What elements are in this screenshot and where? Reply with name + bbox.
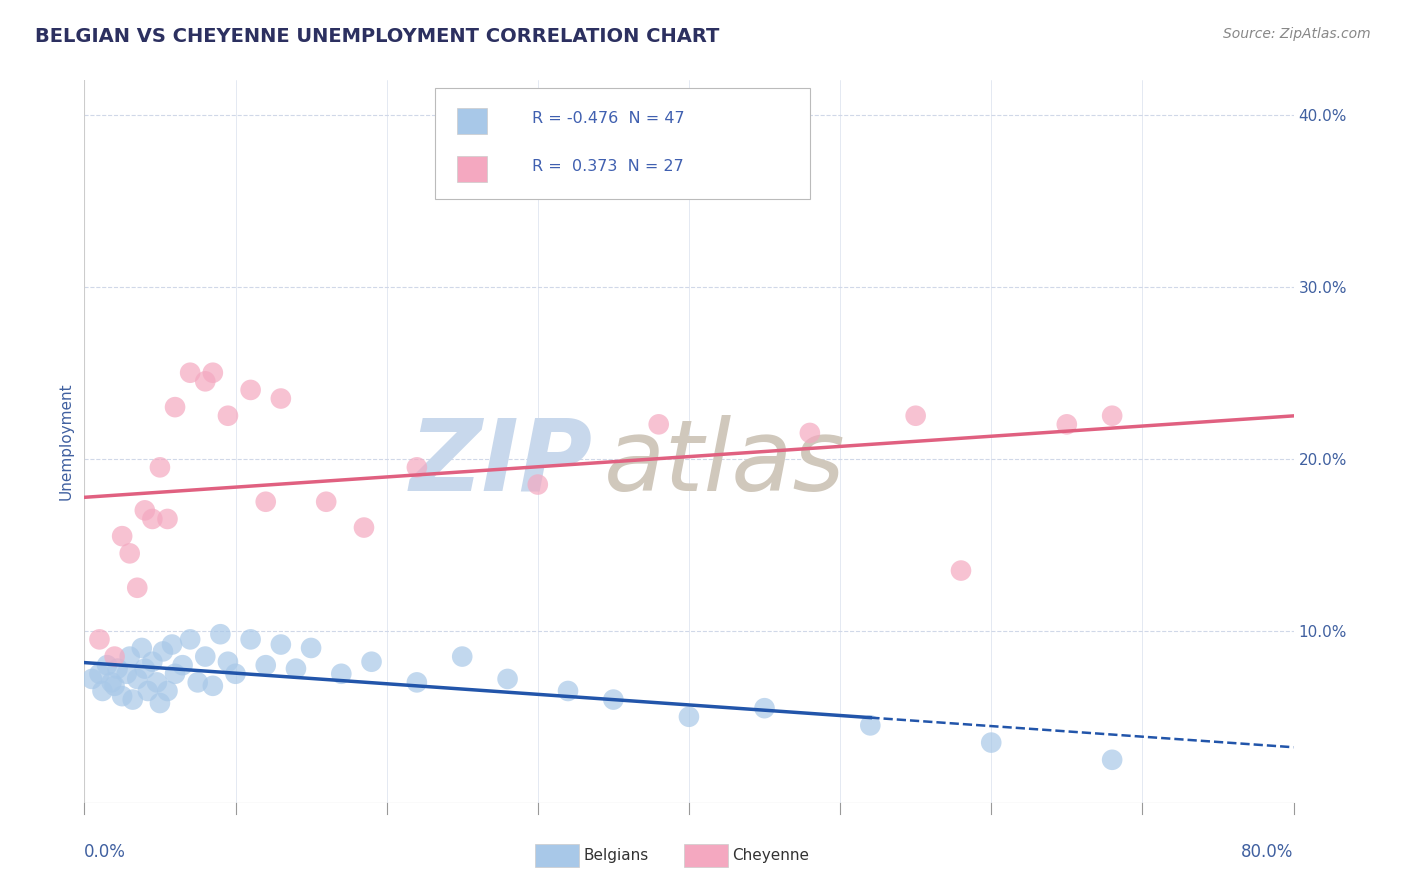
Point [141,512,163,526]
Point [89,632,111,647]
Point [115,666,138,681]
Text: R =  0.373  N = 27: R = 0.373 N = 27 [531,160,683,175]
Point [111,529,134,543]
Point [187,675,209,690]
Point [754,701,776,715]
Point [217,655,239,669]
Point [141,655,163,669]
Text: R = -0.476  N = 47: R = -0.476 N = 47 [531,112,685,126]
Point [80,672,103,686]
Point [160,638,183,652]
FancyBboxPatch shape [536,844,579,867]
Y-axis label: Unemployment: Unemployment [58,383,73,500]
Point [859,718,882,732]
Text: atlas: atlas [605,415,846,512]
Point [118,649,141,664]
Text: 80.0%: 80.0% [1241,843,1294,861]
Point [131,640,153,655]
Point [225,666,247,681]
Point [254,658,277,673]
Point [360,655,382,669]
Point [111,689,134,703]
Point [904,409,927,423]
FancyBboxPatch shape [457,108,486,134]
Point [156,684,179,698]
Point [209,627,232,641]
Point [165,666,187,681]
Point [239,632,262,647]
Point [152,644,174,658]
Point [121,692,143,706]
Point [353,520,375,534]
Point [165,400,187,414]
Point [1101,409,1123,423]
Point [1101,753,1123,767]
Point [299,640,322,655]
Point [127,672,149,686]
Point [315,494,337,508]
Point [406,675,429,690]
Point [270,392,292,406]
Point [406,460,429,475]
Point [104,679,127,693]
Point [557,684,579,698]
Point [496,672,519,686]
Point [172,658,194,673]
Point [648,417,671,432]
Point [239,383,262,397]
FancyBboxPatch shape [685,844,728,867]
Point [330,666,353,681]
Point [980,735,1002,749]
Point [104,649,127,664]
Point [201,366,224,380]
Point [96,658,118,673]
Point [451,649,474,664]
Point [602,692,624,706]
Point [100,675,122,690]
Point [201,679,224,693]
Point [149,460,172,475]
Point [254,494,277,508]
Point [156,512,179,526]
Point [179,632,201,647]
Point [136,684,159,698]
Point [678,710,700,724]
Text: BELGIAN VS CHEYENNE UNEMPLOYMENT CORRELATION CHART: BELGIAN VS CHEYENNE UNEMPLOYMENT CORRELA… [35,27,720,45]
Point [89,666,111,681]
Text: ZIP: ZIP [409,415,592,512]
Point [1056,417,1078,432]
Point [194,649,217,664]
Point [91,684,114,698]
Point [127,581,149,595]
Point [194,375,217,389]
Point [134,662,156,676]
Text: Cheyenne: Cheyenne [733,848,810,863]
Point [527,477,550,491]
Point [149,696,172,710]
FancyBboxPatch shape [457,156,486,182]
Text: Belgians: Belgians [583,848,650,863]
Point [950,564,973,578]
Point [146,675,169,690]
Point [118,546,141,560]
Point [799,425,821,440]
Text: 0.0%: 0.0% [84,843,127,861]
Point [134,503,156,517]
FancyBboxPatch shape [434,87,810,200]
Point [107,662,129,676]
Point [179,366,201,380]
Point [217,409,239,423]
Point [270,638,292,652]
Point [285,662,308,676]
Text: Source: ZipAtlas.com: Source: ZipAtlas.com [1223,27,1371,41]
